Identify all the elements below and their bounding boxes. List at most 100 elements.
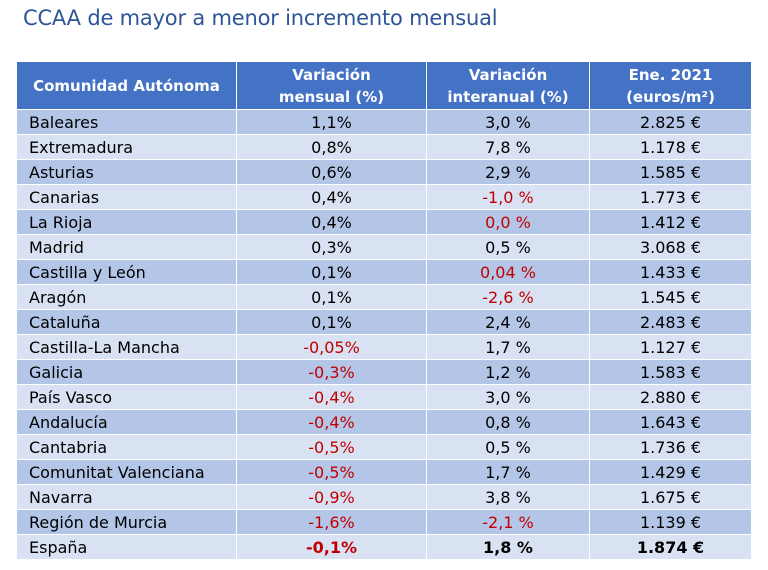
cell-annual: 3,8 % xyxy=(426,484,590,510)
cell-region: España xyxy=(16,534,237,560)
cell-region: País Vasco xyxy=(16,384,237,410)
table-row: Canarias 0,4% -1,0 % 1.773 € xyxy=(16,184,752,210)
cell-price: 1.643 € xyxy=(589,409,752,435)
cell-annual: 0,0 % xyxy=(426,209,590,235)
cell-annual: -2,6 % xyxy=(426,284,590,310)
cell-monthly: 0,6% xyxy=(236,159,427,185)
table-row: Baleares 1,1% 3,0 % 2.825 € xyxy=(16,109,752,135)
cell-annual: 0,8 % xyxy=(426,409,590,435)
cell-region: Galicia xyxy=(16,359,237,385)
cell-region: Canarias xyxy=(16,184,237,210)
cell-region: Aragón xyxy=(16,284,237,310)
price-variation-table: Comunidad Autónoma Variación mensual (%) … xyxy=(16,61,752,560)
table-row: Aragón 0,1% -2,6 % 1.545 € xyxy=(16,284,752,310)
header-monthly: Variación mensual (%) xyxy=(236,61,427,110)
cell-price: 1.773 € xyxy=(589,184,752,210)
cell-region: Asturias xyxy=(16,159,237,185)
cell-region: Comunitat Valenciana xyxy=(16,459,237,485)
header-region: Comunidad Autónoma xyxy=(16,61,237,110)
cell-annual: 3,0 % xyxy=(426,384,590,410)
table-row: Castilla-La Mancha -0,05% 1,7 % 1.127 € xyxy=(16,334,752,360)
cell-monthly: -1,6% xyxy=(236,509,427,535)
cell-price: 2.880 € xyxy=(589,384,752,410)
cell-region: Región de Murcia xyxy=(16,509,237,535)
cell-price: 1.583 € xyxy=(589,359,752,385)
cell-price: 1.433 € xyxy=(589,259,752,285)
table-row: Región de Murcia -1,6% -2,1 % 1.139 € xyxy=(16,509,752,535)
table-row: Comunitat Valenciana -0,5% 1,7 % 1.429 € xyxy=(16,459,752,485)
cell-annual: -2,1 % xyxy=(426,509,590,535)
cell-price: 1.429 € xyxy=(589,459,752,485)
cell-price: 1.736 € xyxy=(589,434,752,460)
cell-region: Castilla y León xyxy=(16,259,237,285)
table-row: Galicia -0,3% 1,2 % 1.583 € xyxy=(16,359,752,385)
cell-region: Baleares xyxy=(16,109,237,135)
cell-annual: 1,7 % xyxy=(426,459,590,485)
cell-price: 1.585 € xyxy=(589,159,752,185)
cell-region: Andalucía xyxy=(16,409,237,435)
cell-monthly: -0,5% xyxy=(236,459,427,485)
table-row: Andalucía -0,4% 0,8 % 1.643 € xyxy=(16,409,752,435)
cell-region: La Rioja xyxy=(16,209,237,235)
cell-price: 2.825 € xyxy=(589,109,752,135)
table-row: Castilla y León 0,1% 0,04 % 1.433 € xyxy=(16,259,752,285)
table-row: Cantabria -0,5% 0,5 % 1.736 € xyxy=(16,434,752,460)
cell-region: Cantabria xyxy=(16,434,237,460)
header-monthly-line1: Variación xyxy=(292,65,371,84)
header-region-label: Comunidad Autónoma xyxy=(33,76,220,95)
cell-monthly: -0,4% xyxy=(236,384,427,410)
table-row: La Rioja 0,4% 0,0 % 1.412 € xyxy=(16,209,752,235)
header-price: Ene. 2021 (euros/m²) xyxy=(589,61,752,110)
cell-annual: 7,8 % xyxy=(426,134,590,160)
cell-price: 1.675 € xyxy=(589,484,752,510)
cell-monthly: 0,1% xyxy=(236,259,427,285)
header-annual-line1: Variación xyxy=(468,65,548,84)
cell-price: 1.874 € xyxy=(589,534,752,560)
cell-monthly: -0,5% xyxy=(236,434,427,460)
cell-monthly: 0,1% xyxy=(236,309,427,335)
cell-monthly: 0,1% xyxy=(236,284,427,310)
table-header-row: Comunidad Autónoma Variación mensual (%) … xyxy=(16,61,752,110)
cell-price: 1.412 € xyxy=(589,209,752,235)
table-row: País Vasco -0,4% 3,0 % 2.880 € xyxy=(16,384,752,410)
cell-region: Extremadura xyxy=(16,134,237,160)
header-price-line2: (euros/m²) xyxy=(626,87,715,106)
cell-annual: -1,0 % xyxy=(426,184,590,210)
cell-annual: 2,4 % xyxy=(426,309,590,335)
cell-price: 3.068 € xyxy=(589,234,752,260)
cell-monthly: 0,3% xyxy=(236,234,427,260)
header-annual-line2: interanual (%) xyxy=(447,87,569,106)
cell-region: Cataluña xyxy=(16,309,237,335)
table-row: Navarra -0,9% 3,8 % 1.675 € xyxy=(16,484,752,510)
cell-region: Madrid xyxy=(16,234,237,260)
table-row: Cataluña 0,1% 2,4 % 2.483 € xyxy=(16,309,752,335)
cell-price: 2.483 € xyxy=(589,309,752,335)
cell-monthly: -0,1% xyxy=(236,534,427,560)
cell-price: 1.127 € xyxy=(589,334,752,360)
cell-region: Navarra xyxy=(16,484,237,510)
header-annual: Variación interanual (%) xyxy=(426,61,590,110)
cell-monthly: 0,4% xyxy=(236,209,427,235)
cell-price: 1.139 € xyxy=(589,509,752,535)
table-row-total: España -0,1% 1,8 % 1.874 € xyxy=(16,534,752,560)
cell-monthly: -0,3% xyxy=(236,359,427,385)
cell-monthly: -0,9% xyxy=(236,484,427,510)
cell-annual: 1,7 % xyxy=(426,334,590,360)
table-row: Extremadura 0,8% 7,8 % 1.178 € xyxy=(16,134,752,160)
cell-annual: 0,04 % xyxy=(426,259,590,285)
cell-annual: 1,8 % xyxy=(426,534,590,560)
cell-annual: 0,5 % xyxy=(426,234,590,260)
header-price-line1: Ene. 2021 xyxy=(628,65,713,84)
cell-monthly: 0,8% xyxy=(236,134,427,160)
cell-region: Castilla-La Mancha xyxy=(16,334,237,360)
cell-monthly: -0,4% xyxy=(236,409,427,435)
header-monthly-line2: mensual (%) xyxy=(278,87,385,106)
cell-annual: 0,5 % xyxy=(426,434,590,460)
cell-annual: 1,2 % xyxy=(426,359,590,385)
cell-monthly: 1,1% xyxy=(236,109,427,135)
table-body: Baleares 1,1% 3,0 % 2.825 € Extremadura 0,8% 7… xyxy=(16,109,752,560)
cell-annual: 2,9 % xyxy=(426,159,590,185)
table-row: Madrid 0,3% 0,5 % 3.068 € xyxy=(16,234,752,260)
cell-monthly: 0,4% xyxy=(236,184,427,210)
cell-price: 1.178 € xyxy=(589,134,752,160)
